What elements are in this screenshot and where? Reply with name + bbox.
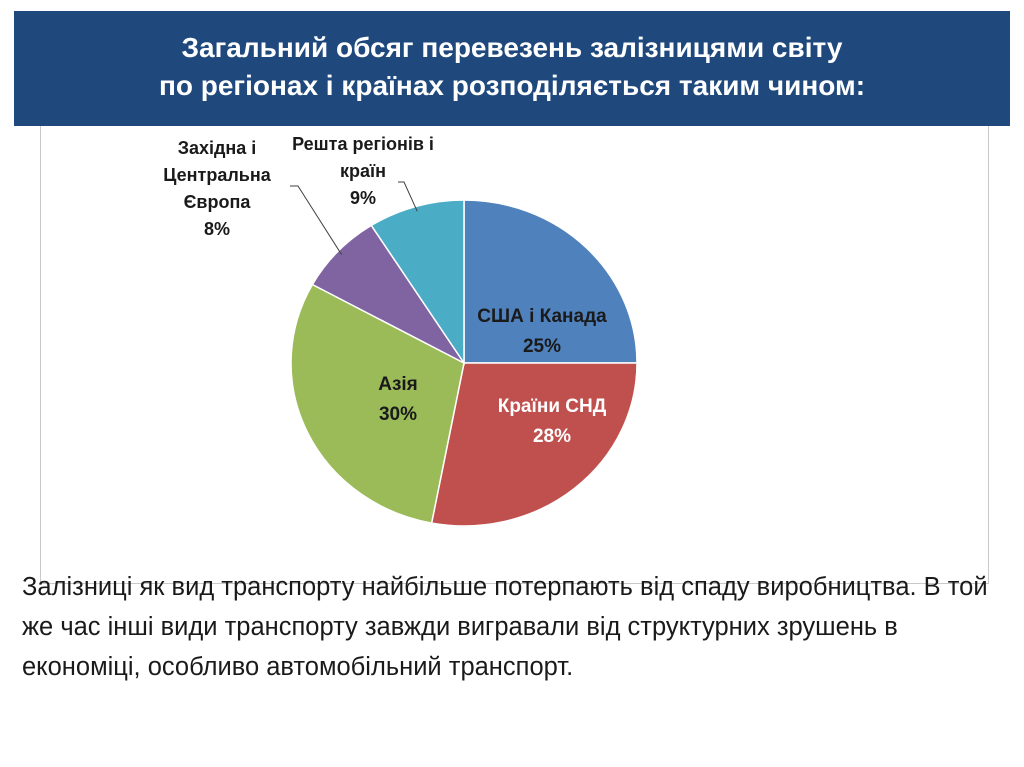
- label-cis-line-0: Країни СНД: [498, 396, 607, 417]
- pie-slice-0: [463, 199, 638, 364]
- leader-line-europe: [290, 185, 343, 256]
- label-europe-line-2: Європа: [184, 192, 252, 212]
- pie-slice-1: [430, 362, 638, 527]
- body-paragraph: Залізниці як вид транспорту найбільше по…: [22, 573, 988, 681]
- pie-slice-4: [370, 199, 465, 366]
- leader-line-rest: [398, 181, 418, 212]
- slide-title-line-1: Загальний обсяг перевезень залізницями с…: [181, 32, 843, 63]
- label-cis-line-1: 28%: [533, 426, 571, 447]
- label-asia-line-0: Азія: [378, 374, 418, 395]
- label-europe-line-1: Центральна: [163, 165, 271, 185]
- chart-frame: [40, 126, 989, 584]
- label-usa-canada-line-0: США і Канада: [477, 306, 607, 327]
- label-usa-canada-line-1: 25%: [523, 336, 561, 357]
- label-asia-line-1: 30%: [379, 404, 417, 425]
- label-rest-line-2: 9%: [350, 188, 376, 208]
- label-europe-line-3: 8%: [204, 219, 230, 239]
- pie-chart: США і Канада 25% Країни СНД 28% Азія 30% Захід…: [163, 134, 638, 527]
- slide-title-bar: Загальний обсяг перевезень залізницями с…: [14, 11, 1010, 126]
- label-rest-line-1: країн: [340, 161, 386, 181]
- label-rest-line-0: Решта регіонів і: [292, 134, 434, 154]
- slide-title-line-2: по регіонах і країнах розподіляється так…: [158, 70, 866, 101]
- pie-slice-2: [290, 283, 465, 524]
- label-europe-line-0: Західна і: [178, 138, 257, 158]
